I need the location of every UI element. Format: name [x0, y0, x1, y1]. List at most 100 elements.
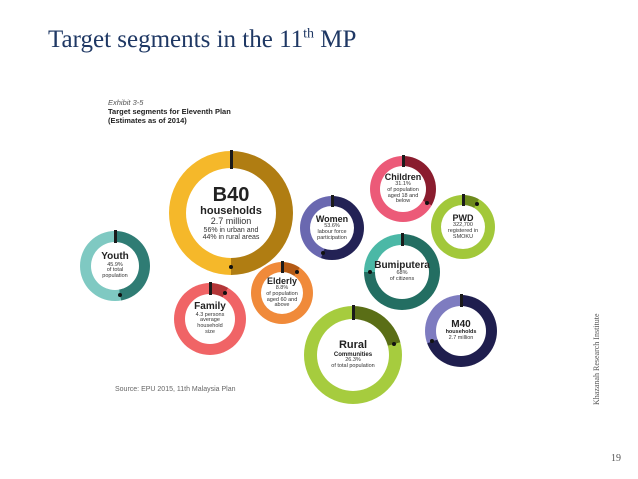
- segment-ring-pwd: PWD 322,700 registered in SMOKU: [431, 194, 495, 259]
- segment-name: Children: [384, 171, 422, 182]
- segment-text: Bumiputera 68% of citizens: [364, 234, 440, 310]
- title-suffix: MP: [314, 26, 357, 53]
- segment-hole: [91, 242, 139, 290]
- segment-desc1: of total: [106, 267, 124, 274]
- segment-desc1: of population: [266, 290, 298, 297]
- segment-text: Elderly 8.8% of population aged 60 and above: [251, 262, 313, 324]
- segment-value: 4.3 persons: [195, 311, 225, 318]
- segment-name: PWD: [452, 212, 474, 223]
- segment-desc2: household: [197, 323, 223, 330]
- segment-text: Family 4.3 persons average household size: [174, 283, 246, 355]
- segment-value: 45.9%: [107, 261, 123, 268]
- segment-ring-children: Children 31.1% of population aged 18 and bel…: [370, 155, 436, 222]
- segment-start-mark: [281, 261, 284, 273]
- segment-name: Family: [194, 301, 226, 313]
- segment-desc2: aged 60 and: [266, 296, 298, 303]
- segment-text: B40 households 2.7 million 56% in urban and…: [169, 151, 293, 275]
- segment-hole: [375, 245, 429, 299]
- segment-end-dot: [430, 339, 435, 344]
- segment-hole: [317, 319, 389, 391]
- segment-ring-women: Women 53.6% labour force participation: [300, 195, 364, 260]
- segment-hole: [185, 294, 235, 344]
- segment-start-mark: [402, 155, 405, 167]
- segment-start-mark: [331, 195, 334, 207]
- segment-desc1: labour force: [317, 228, 347, 235]
- side-credit: Khazanah Research Institute: [592, 313, 601, 405]
- exhibit-header: Exhibit 3-5 Target segments for Eleventh…: [108, 98, 231, 125]
- segment-desc1: of population: [387, 186, 419, 193]
- title-superscript: th: [303, 26, 315, 42]
- segment-text: PWD 322,700 registered in SMOKU: [431, 195, 495, 259]
- segment-ring-b40: B40 households 2.7 million 56% in urban and…: [169, 150, 293, 275]
- segment-value: 53.6%: [324, 223, 340, 230]
- segment-ring-m40: M40 households 2.7 million: [425, 294, 497, 367]
- source-note: Source: EPU 2015, 11th Malaysia Plan: [115, 386, 236, 393]
- segment-value: 322,700: [453, 222, 473, 229]
- segment-value: 2.7 million: [448, 335, 474, 342]
- exhibit-label: Exhibit 3-5: [108, 98, 144, 107]
- segment-ring-rural: Rural Communities 26.3% of total population: [304, 305, 402, 404]
- segment-name2: households: [200, 204, 262, 217]
- segment-name: B40: [212, 183, 250, 206]
- segment-name: Rural: [338, 339, 368, 352]
- exhibit-subtitle: (Estimates as of 2014): [108, 116, 187, 125]
- slide-title: Target segments in the 11th MP: [48, 26, 356, 54]
- segment-desc3: below: [395, 198, 411, 205]
- segment-end-dot: [229, 264, 233, 269]
- segment-hole: [436, 306, 486, 356]
- segment-start-mark: [352, 305, 355, 320]
- segment-value: 26.3%: [345, 357, 361, 364]
- segment-desc1: of citizens: [389, 276, 415, 283]
- segment-value: 2.7 million: [210, 216, 252, 227]
- segment-end-dot: [320, 251, 325, 256]
- segment-text: Women 53.6% labour force participation: [300, 196, 364, 260]
- title-text: Target segments in the 11: [48, 26, 304, 53]
- segment-hole: [186, 168, 276, 258]
- segment-name: Bumiputera: [374, 259, 430, 271]
- segment-hole: [261, 272, 303, 314]
- segment-desc2: aged 18 and: [387, 192, 419, 199]
- segment-start-mark: [462, 194, 465, 206]
- segment-hole: [310, 206, 354, 250]
- segment-ring-bumiputera: Bumiputera 68% of citizens: [364, 233, 440, 310]
- segment-desc3: above: [274, 302, 290, 309]
- segment-desc3: size: [205, 329, 215, 336]
- segment-desc2: population: [102, 273, 128, 280]
- segment-start-mark: [209, 282, 212, 295]
- segment-text: Rural Communities 26.3% of total population: [304, 306, 402, 404]
- segment-desc2: participation: [317, 234, 347, 241]
- segment-name: Women: [315, 213, 349, 224]
- segment-start-mark: [230, 150, 233, 169]
- segment-start-mark: [401, 233, 404, 246]
- segment-desc1: of total population: [331, 362, 375, 369]
- segment-start-mark: [460, 294, 463, 307]
- segment-ring-youth: Youth 45.9% of total population: [80, 230, 150, 301]
- segment-name2: households: [445, 329, 477, 336]
- segment-end-dot: [367, 270, 372, 274]
- segment-end-dot: [474, 201, 479, 206]
- segment-value: 68%: [396, 270, 408, 277]
- segment-end-dot: [425, 201, 430, 205]
- segment-value: 8.8%: [275, 285, 289, 292]
- segment-ring-family: Family 4.3 persons average household size: [174, 282, 246, 355]
- segment-end-dot: [118, 293, 123, 298]
- segment-end-dot: [294, 269, 299, 274]
- segment-name2: Communities: [333, 351, 373, 358]
- segment-desc2: SMOKU: [452, 233, 474, 240]
- segment-text: Youth 45.9% of total population: [80, 231, 150, 301]
- segment-hole: [441, 205, 485, 249]
- segment-hole: [380, 166, 426, 212]
- segment-name: Elderly: [266, 275, 297, 286]
- segment-end-dot: [392, 342, 397, 346]
- segment-end-dot: [223, 290, 228, 295]
- segment-value: 31.1%: [395, 181, 411, 188]
- segment-desc1: 56% in urban and: [203, 226, 259, 234]
- segment-desc1: registered in: [447, 227, 479, 234]
- segment-name: Youth: [101, 251, 129, 263]
- exhibit-title: Target segments for Eleventh Plan: [108, 107, 231, 116]
- segment-desc1: average: [200, 317, 220, 324]
- page-number: 19: [611, 453, 621, 464]
- segment-name: M40: [451, 318, 471, 330]
- segment-text: Children 31.1% of population aged 18 and bel…: [370, 156, 436, 222]
- segment-text: M40 households 2.7 million: [425, 295, 497, 367]
